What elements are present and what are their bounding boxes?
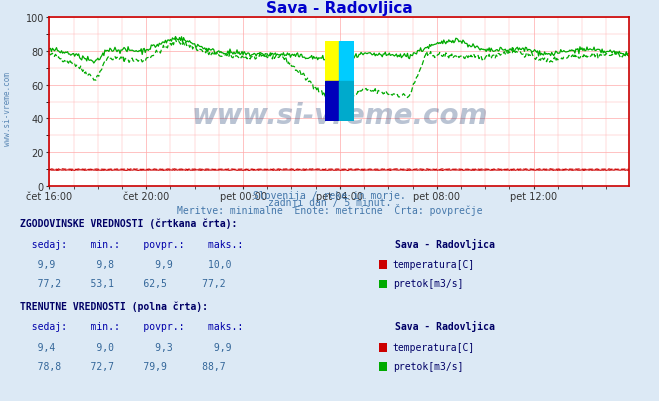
Text: 78,8     72,7     79,9      88,7: 78,8 72,7 79,9 88,7 — [20, 361, 225, 371]
Bar — [325, 82, 339, 122]
Bar — [325, 42, 339, 82]
Bar — [339, 42, 355, 82]
Text: temperatura[C]: temperatura[C] — [393, 259, 475, 269]
Text: www.si-vreme.com: www.si-vreme.com — [3, 71, 13, 145]
Text: Sava - Radovljica: Sava - Radovljica — [395, 239, 496, 249]
Text: Sava - Radovljica: Sava - Radovljica — [395, 321, 496, 332]
Text: ZGODOVINSKE VREDNOSTI (črtkana črta):: ZGODOVINSKE VREDNOSTI (črtkana črta): — [20, 218, 237, 229]
Text: zadnji dan / 5 minut.: zadnji dan / 5 minut. — [268, 198, 391, 208]
Text: 9,4       9,0       9,3       9,9: 9,4 9,0 9,3 9,9 — [20, 342, 231, 352]
Text: 77,2     53,1     62,5      77,2: 77,2 53,1 62,5 77,2 — [20, 279, 225, 289]
Title: Sava - Radovljica: Sava - Radovljica — [266, 0, 413, 16]
Text: TRENUTNE VREDNOSTI (polna črta):: TRENUTNE VREDNOSTI (polna črta): — [20, 300, 208, 311]
Text: Meritve: minimalne  Enote: metrične  Črta: povprečje: Meritve: minimalne Enote: metrične Črta:… — [177, 203, 482, 215]
Text: 9,9       9,8       9,9      10,0: 9,9 9,8 9,9 10,0 — [20, 259, 231, 269]
Text: www.si-vreme.com: www.si-vreme.com — [191, 102, 488, 130]
Text: sedaj:    min.:    povpr.:    maks.:: sedaj: min.: povpr.: maks.: — [20, 239, 243, 249]
Bar — [339, 82, 355, 122]
Text: pretok[m3/s]: pretok[m3/s] — [393, 279, 463, 289]
Text: temperatura[C]: temperatura[C] — [393, 342, 475, 352]
Text: pretok[m3/s]: pretok[m3/s] — [393, 361, 463, 371]
Text: sedaj:    min.:    povpr.:    maks.:: sedaj: min.: povpr.: maks.: — [20, 322, 243, 332]
Text: Slovenija / reke in morje.: Slovenija / reke in morje. — [253, 190, 406, 200]
